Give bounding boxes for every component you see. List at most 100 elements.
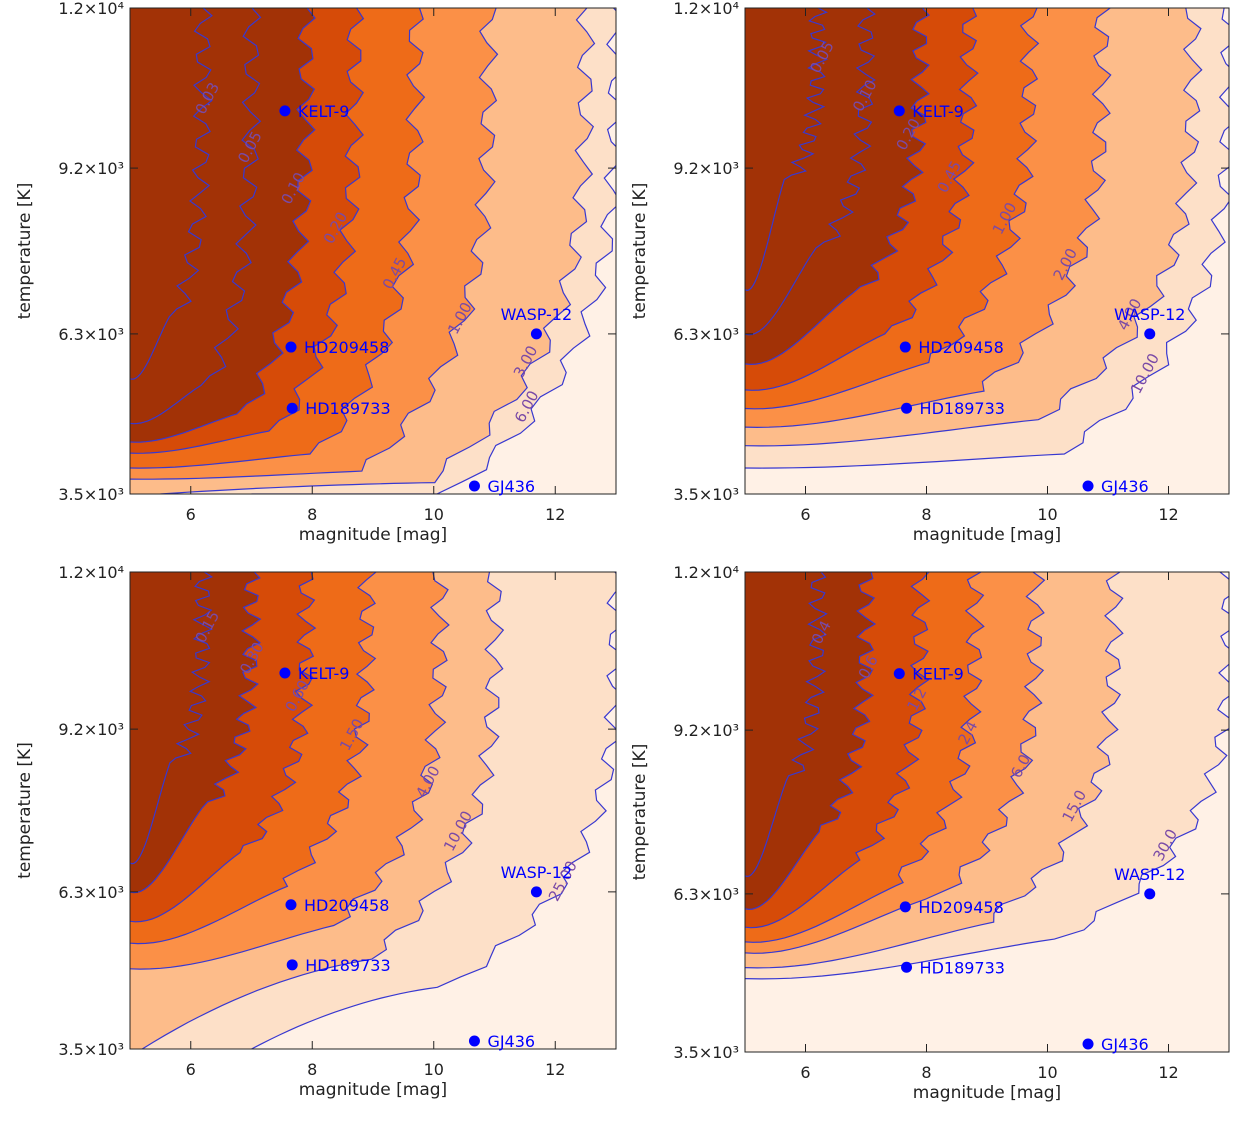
contour-line-6.0: [745, 572, 1046, 954]
plot-area: 0.030.050.100.200.451.003.006.00: [130, 8, 616, 494]
contour-line-0.60: [130, 572, 317, 923]
x-axis-title: magnitude [mag]: [913, 1083, 1061, 1103]
x-axis-title: magnitude [mag]: [299, 1080, 447, 1100]
planet-label: WASP-12: [1114, 865, 1185, 884]
contour-line-2.4: [745, 572, 985, 943]
contour-line-0.45: [130, 8, 426, 469]
y-tick-label: 1.2×10⁴: [673, 563, 739, 582]
plot-area: 0.40.61.22.46.015.030.0: [745, 572, 1229, 1052]
contour-line-2.00: [745, 8, 1112, 429]
planet-marker: [893, 105, 905, 117]
planet-marker: [285, 899, 297, 911]
x-axis-title: magnitude [mag]: [913, 525, 1061, 545]
x-tick-label: 8: [921, 1063, 931, 1082]
contour-line-10.00: [141, 572, 505, 1049]
plot-frame: [129, 7, 617, 495]
x-tick-label: 10: [424, 1060, 444, 1079]
y-tick-label: 9.2×10³: [58, 720, 124, 739]
planet-marker: [530, 328, 542, 340]
planet-marker: [286, 959, 298, 971]
planet-marker: [1144, 888, 1156, 900]
y-tick-label: 9.2×10³: [58, 159, 124, 178]
y-axis-title: temperature [K]: [630, 744, 650, 881]
x-tick-label: 12: [545, 505, 565, 524]
contour-line-4.00: [130, 572, 450, 970]
planet-marker: [1082, 1038, 1094, 1050]
planet-label: WASP-12: [501, 863, 572, 882]
planet-marker: [279, 105, 291, 117]
planet-label: GJ436: [487, 477, 535, 496]
x-tick-label: 8: [307, 505, 317, 524]
y-tick-label: 3.5×10³: [58, 1040, 124, 1059]
planet-marker: [279, 667, 291, 679]
planet-label: KELT-9: [912, 102, 964, 121]
planet-label: HD189733: [305, 399, 390, 418]
y-tick-label: 6.3×10³: [673, 885, 739, 904]
contour-line-0.30: [130, 572, 262, 894]
contour-line-1.00: [130, 8, 499, 480]
contour-line-0.20: [130, 8, 365, 454]
y-axis-title: temperature [K]: [15, 183, 35, 320]
planet-label: HD189733: [305, 956, 390, 975]
planet-label: HD189733: [920, 958, 1005, 977]
y-tick-label: 9.2×10³: [673, 721, 739, 740]
contour-line-0.05: [130, 8, 262, 425]
y-tick-label: 1.2×10⁴: [58, 563, 124, 582]
y-tick-label: 1.2×10⁴: [673, 0, 739, 18]
x-tick-label: 10: [1037, 1063, 1057, 1082]
y-tick-label: 3.5×10³: [673, 1043, 739, 1062]
planet-label: HD209458: [918, 898, 1003, 917]
y-axis-title: temperature [K]: [630, 183, 650, 320]
contour-line-0.03: [130, 8, 213, 380]
contour-line-4.00: [745, 8, 1203, 447]
y-tick-label: 3.5×10³: [673, 485, 739, 504]
planet-label: KELT-9: [912, 665, 964, 684]
planet-label: WASP-12: [1114, 305, 1185, 324]
x-tick-label: 6: [186, 505, 196, 524]
planet-marker: [468, 480, 480, 492]
x-tick-label: 12: [545, 1060, 565, 1079]
planet-marker: [1144, 328, 1156, 340]
planet-marker: [286, 402, 298, 414]
y-tick-label: 1.2×10⁴: [58, 0, 124, 18]
x-tick-label: 6: [186, 1060, 196, 1079]
x-axis-title: magnitude [mag]: [299, 525, 447, 545]
contour-fill-0.03: [130, 8, 212, 380]
contour-line-0.4: [745, 572, 828, 878]
y-axis-title: temperature [K]: [15, 742, 35, 879]
x-tick-label: 8: [307, 1060, 317, 1079]
contour-line-0.6: [745, 572, 877, 911]
contour-fill-0.4: [745, 572, 827, 877]
planet-label: GJ436: [1101, 477, 1149, 496]
contour-line-30.0: [745, 572, 1229, 980]
planet-marker: [901, 961, 913, 973]
planet-label: HD209458: [918, 338, 1003, 357]
contour-line-0.05: [745, 8, 829, 292]
y-tick-label: 9.2×10³: [673, 159, 739, 178]
planet-label: GJ436: [487, 1032, 535, 1051]
planet-label: KELT-9: [298, 664, 350, 683]
x-tick-label: 10: [1037, 505, 1057, 524]
planet-label: HD189733: [920, 399, 1005, 418]
contour-line-25.00: [251, 572, 616, 1049]
contour-line-1.2: [745, 572, 931, 929]
planet-marker: [285, 341, 297, 353]
planet-label: HD209458: [304, 338, 389, 357]
contour-line-0.20: [745, 8, 930, 366]
chart-panel-1: 0.030.050.100.200.451.003.006.00 6 8 10 12 3.…: [15, 0, 617, 545]
x-tick-label: 6: [800, 505, 810, 524]
x-tick-label: 12: [1158, 1063, 1178, 1082]
x-tick-label: 6: [800, 1063, 810, 1082]
planet-marker: [901, 402, 913, 414]
planet-marker: [899, 341, 911, 353]
planet-marker: [893, 668, 905, 680]
contour-line-15.0: [745, 572, 1124, 969]
contour-line-6.00: [251, 8, 616, 494]
y-tick-label: 6.3×10³: [673, 325, 739, 344]
x-tick-label: 8: [921, 505, 931, 524]
planet-marker: [1082, 480, 1094, 492]
contour-line-3.00: [160, 8, 596, 494]
